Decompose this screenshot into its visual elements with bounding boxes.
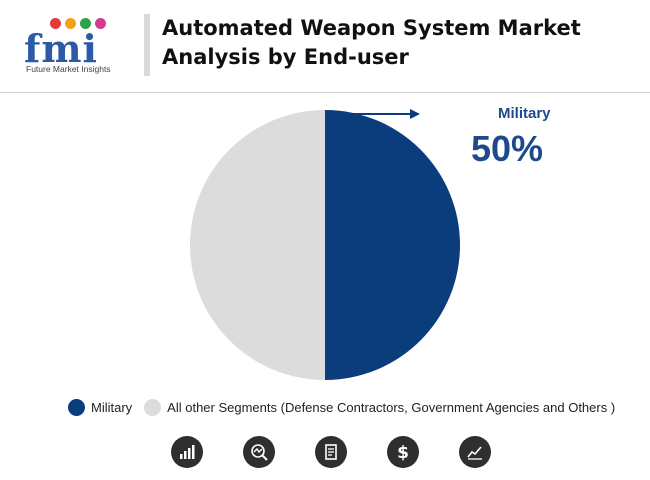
legend: Military All other Segments (Defense Con…	[68, 396, 627, 418]
dollar-icon: $	[387, 436, 419, 468]
logo-text: fmi	[24, 26, 98, 71]
legend-swatch-others	[144, 398, 162, 416]
legend-item-military: Military	[68, 398, 133, 416]
callout-label: Military	[498, 105, 551, 122]
callout-arrow-head	[410, 109, 420, 119]
legend-swatch-military	[68, 398, 85, 416]
footer-icons: $	[0, 436, 650, 470]
legend-item-others: All other Segments (Defense Contractors,…	[144, 398, 616, 416]
pie-chart	[190, 109, 460, 380]
legend-label-others: All other Segments (Defense Contractors,…	[167, 399, 616, 415]
logo-icons	[50, 14, 110, 33]
header: fmi Future Market Insights Automated Wea…	[0, 0, 650, 88]
fmi-logo: fmi Future Market Insights	[22, 14, 132, 76]
document-report-icon	[315, 436, 347, 468]
header-divider	[144, 14, 150, 76]
header-rule	[0, 92, 650, 93]
logo-tagline: Future Market Insights	[26, 64, 111, 74]
page-title: Automated Weapon System Market Analysis …	[162, 16, 581, 69]
legend-label-military: Military	[91, 399, 133, 415]
pie-slice-military	[325, 110, 460, 380]
line-chart-icon	[459, 436, 491, 468]
pie-slice-others	[190, 110, 325, 380]
callout-value: 50%	[471, 128, 544, 169]
magnifier-trend-icon	[243, 436, 275, 468]
bar-chart-growth-icon	[171, 436, 203, 468]
svg-text:$: $	[397, 443, 409, 462]
